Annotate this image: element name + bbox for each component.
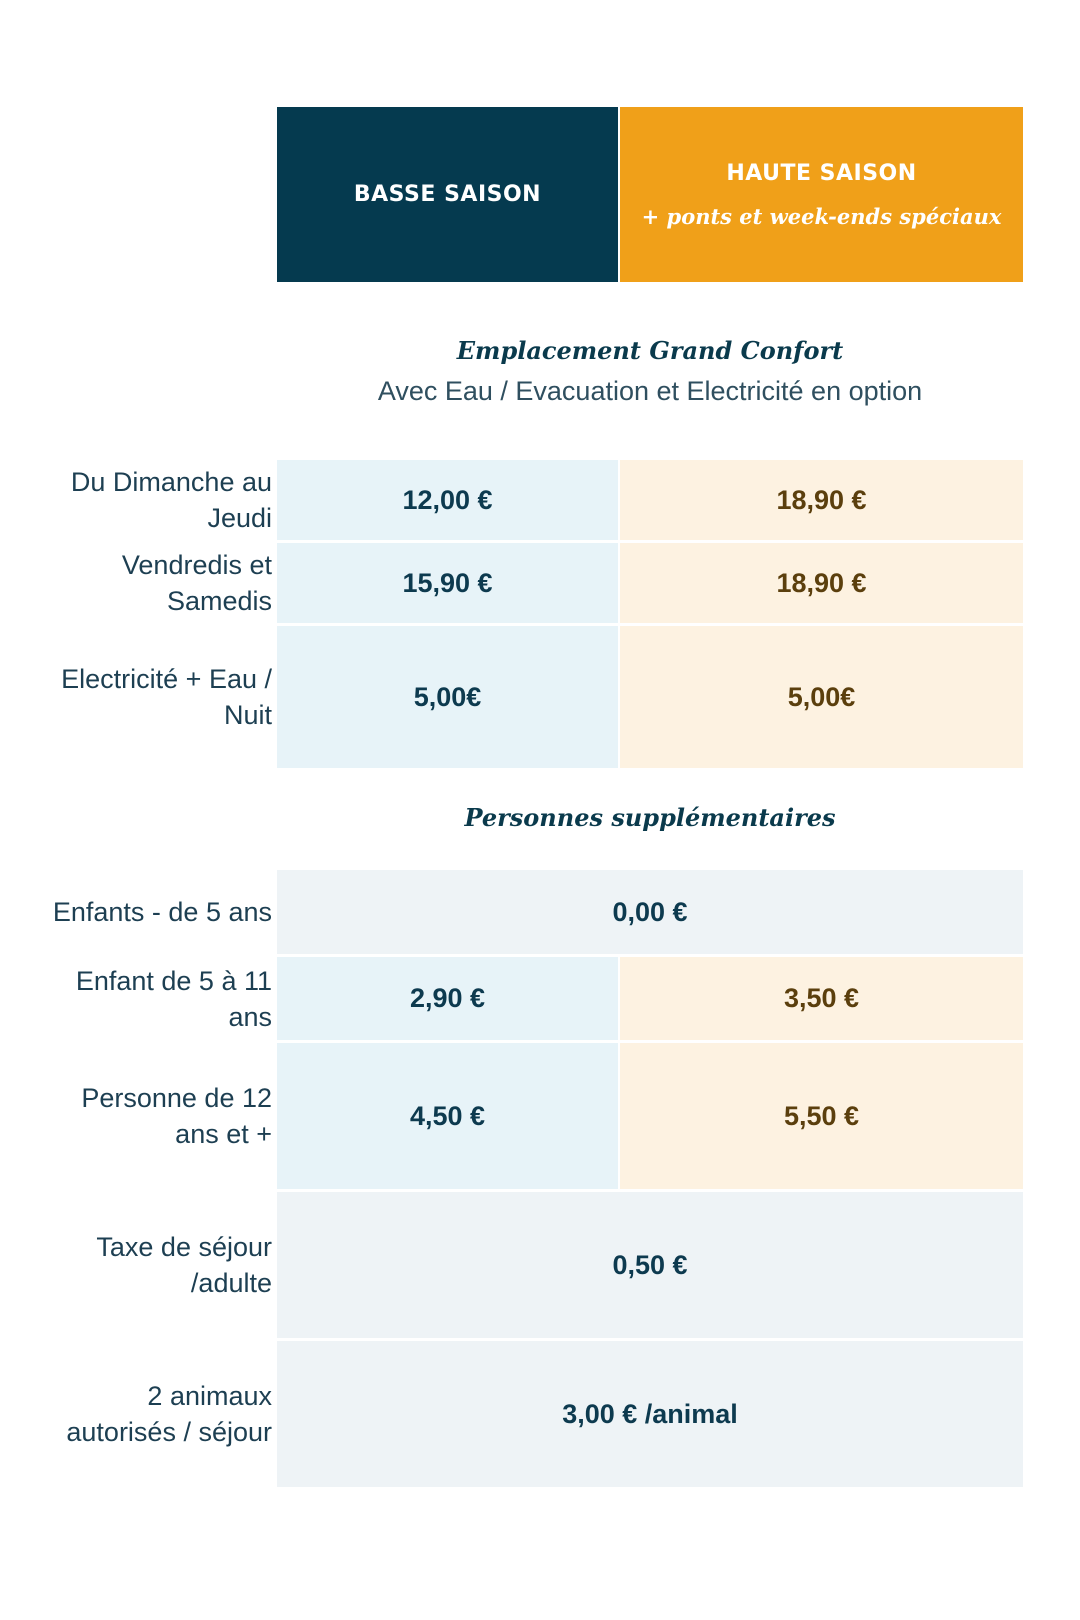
price-haute: 18,90 € [620,460,1023,540]
price-all-seasons: 3,00 € /animal [277,1341,1023,1487]
row-label: Taxe de séjour /adulte [96,1232,272,1298]
section-title-grand-confort: Emplacement Grand Confort [456,336,844,365]
price-haute: 18,90 € [620,543,1023,623]
price-basse: 2,90 € [277,957,618,1040]
haute-saison-subtitle: + ponts et week-ends spéciaux [641,203,1002,229]
price-haute: 5,00€ [620,626,1023,768]
row-label: Enfant de 5 à 11 ans [75,965,272,1032]
basse-saison-header: BASSE SAISON [277,107,618,282]
price-basse: 15,90 € [277,543,618,623]
section-title-personnes: Personnes supplémentaires [464,803,836,832]
price-all-seasons: 0,00 € [277,870,1023,954]
price-basse: 5,00€ [277,626,618,768]
row-label: Du Dimanche au Jeudi [70,467,272,533]
section-subtitle-grand-confort: Avec Eau / Evacuation et Electricité en … [377,376,923,406]
row-label: Electricité + Eau / Nuit [61,664,272,730]
price-basse: 4,50 € [277,1043,618,1189]
price-basse: 12,00 € [277,460,618,540]
haute-saison-header: HAUTE SAISON + ponts et week-ends spécia… [620,107,1023,282]
basse-saison-title: BASSE SAISON [353,182,542,207]
price-all-seasons: 0,50 € [277,1192,1023,1338]
row-label: Enfants - de 5 ans [52,897,272,927]
price-haute: 5,50 € [620,1043,1023,1189]
row-label: Personne de 12 ans et + [81,1083,272,1149]
price-haute: 3,50 € [620,957,1023,1040]
haute-saison-title: HAUTE SAISON [726,160,917,186]
row-label: Vendredis et Samedis [121,550,272,616]
row-label: 2 animaux autorisés / séjour [66,1381,272,1447]
